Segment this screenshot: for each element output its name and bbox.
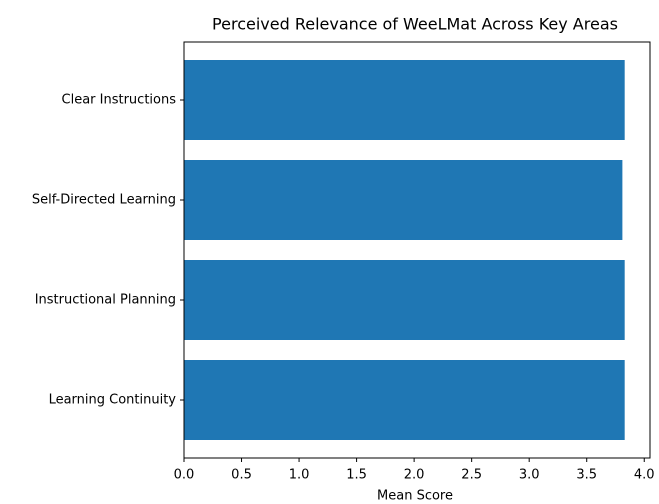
- y-tick-label: Instructional Planning: [35, 293, 176, 308]
- y-tick-label: Learning Continuity: [49, 393, 177, 408]
- chart-title: Perceived Relevance of WeeLMat Across Ke…: [212, 15, 618, 34]
- x-tick-label: 3.5: [576, 468, 597, 483]
- y-tick-label: Self-Directed Learning: [32, 193, 176, 208]
- bar: [184, 60, 625, 140]
- x-tick-label: 2.5: [461, 468, 482, 483]
- x-tick-label: 3.0: [519, 468, 540, 483]
- bar: [184, 160, 623, 240]
- bar: [184, 260, 625, 340]
- plot-frame: [183, 41, 651, 459]
- x-tick-label: 1.5: [346, 468, 367, 483]
- x-tick-label: 0.5: [231, 468, 252, 483]
- x-tick-label: 4.0: [634, 468, 655, 483]
- x-tick-label: 0.0: [174, 468, 195, 483]
- x-tick-label: 2.0: [404, 468, 425, 483]
- y-tick-label: Clear Instructions: [62, 93, 177, 108]
- x-tick-label: 1.0: [289, 468, 310, 483]
- x-axis-label: Mean Score: [377, 489, 453, 504]
- bar: [184, 360, 625, 440]
